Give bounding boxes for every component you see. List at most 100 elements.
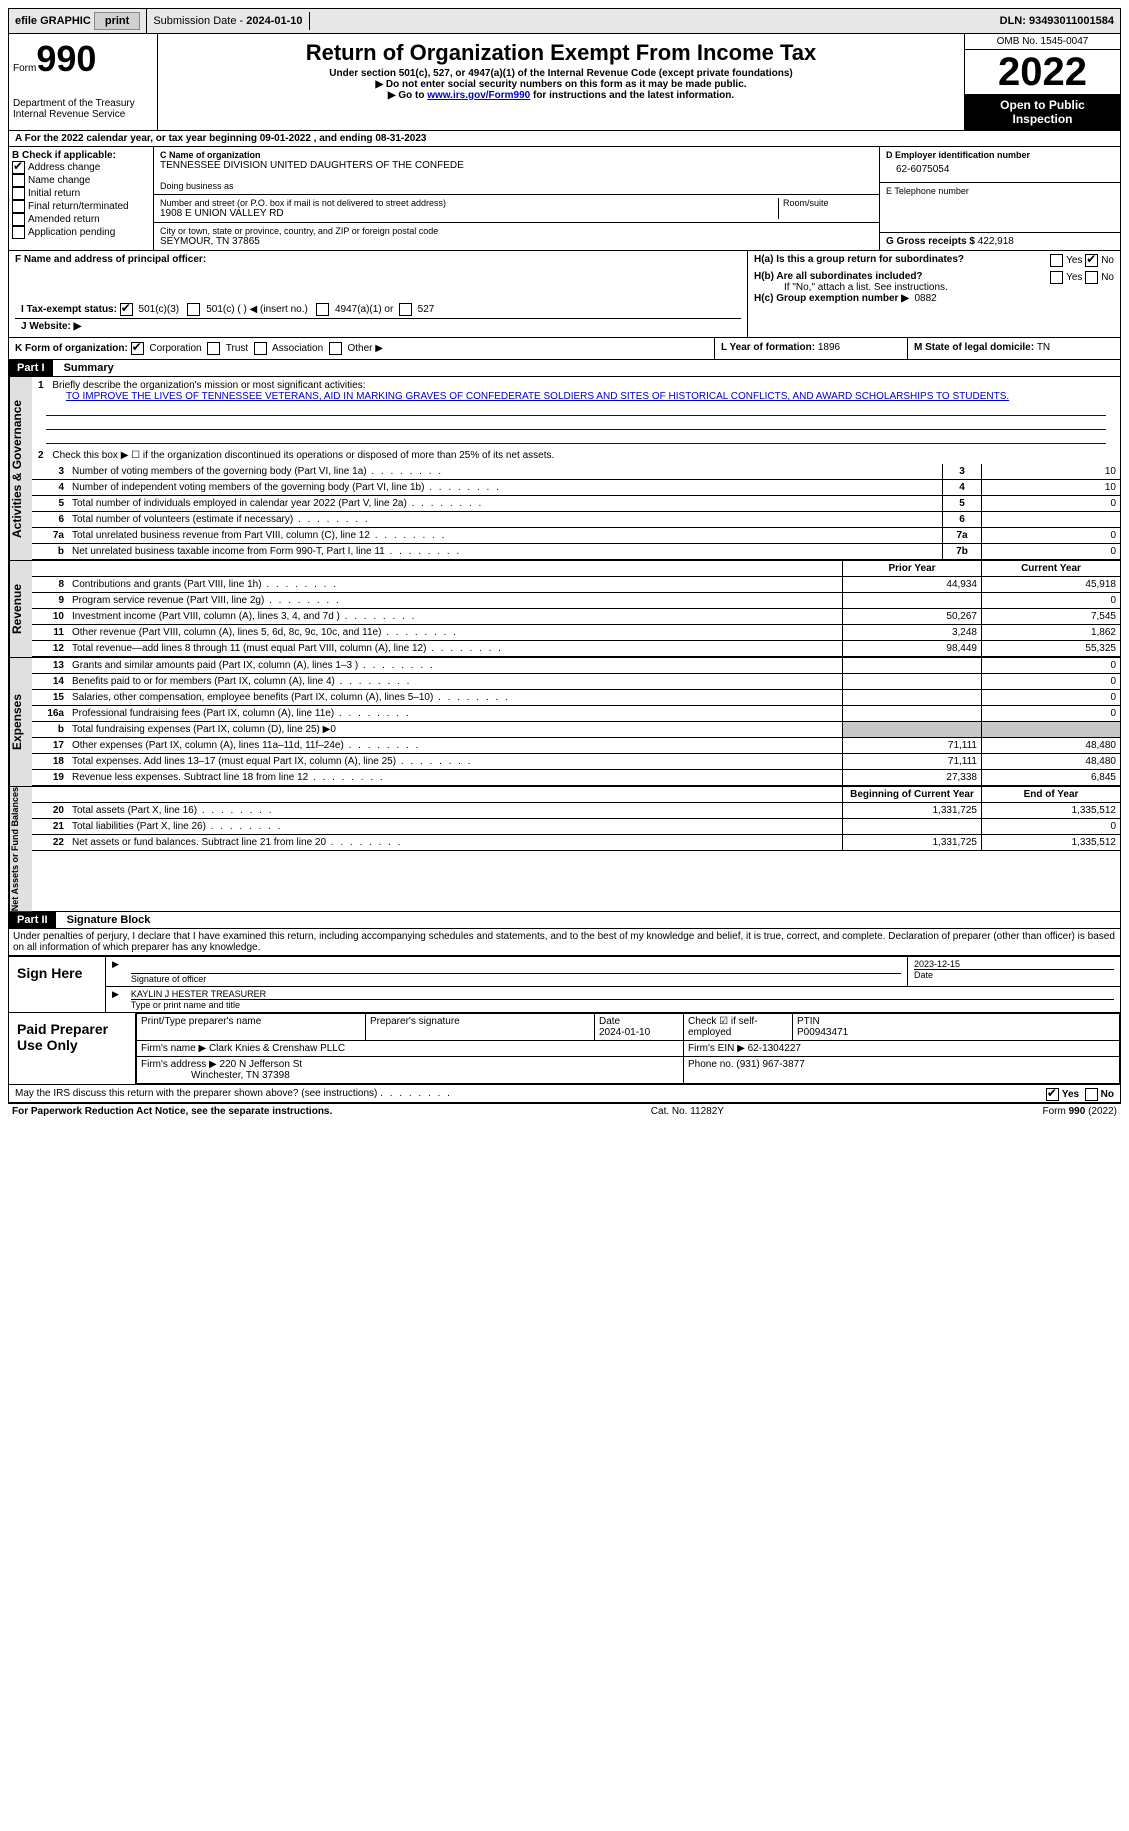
line-value: 0 — [982, 544, 1121, 560]
line-prior: 71,111 — [843, 754, 982, 770]
line-prior — [843, 593, 982, 609]
chk-assoc[interactable] — [254, 342, 267, 355]
taxyear-row: A For the 2022 calendar year, or tax yea… — [8, 131, 1121, 147]
m-value: TN — [1037, 342, 1050, 353]
sig-date-label: Date — [914, 969, 1114, 980]
lbl-amended: Amended return — [28, 214, 100, 225]
lbl-4947: 4947(a)(1) or — [335, 304, 393, 315]
line-text: Revenue less expenses. Subtract line 18 … — [68, 770, 843, 786]
line-current: 7,545 — [982, 609, 1121, 625]
chk-final-return[interactable] — [12, 200, 25, 213]
f-label: F Name and address of principal officer: — [15, 254, 741, 265]
line-text: Total liabilities (Part X, line 26) — [68, 819, 843, 835]
omb-number: OMB No. 1545-0047 — [965, 34, 1120, 50]
i-label: I Tax-exempt status: — [21, 304, 117, 315]
line-text: Total number of individuals employed in … — [68, 496, 943, 512]
line-num: 19 — [32, 770, 68, 786]
chk-discuss-no[interactable] — [1085, 1088, 1098, 1101]
line-value: 10 — [982, 480, 1121, 496]
line-num: 22 — [32, 835, 68, 851]
lbl-527: 527 — [418, 304, 435, 315]
chk-4947[interactable] — [316, 303, 329, 316]
chk-527[interactable] — [399, 303, 412, 316]
org-id-section: B Check if applicable: Address change Na… — [8, 147, 1121, 251]
line-text: Other revenue (Part VIII, column (A), li… — [68, 625, 843, 641]
line-num: b — [32, 722, 68, 738]
dln-label: DLN: — [1000, 15, 1029, 27]
chk-ha-yes[interactable] — [1050, 254, 1063, 267]
prep-h3-label: Date — [599, 1016, 620, 1027]
line-text: Program service revenue (Part VIII, line… — [68, 593, 843, 609]
line-num: 4 — [32, 480, 68, 496]
footer-left: For Paperwork Reduction Act Notice, see … — [12, 1106, 332, 1117]
line-num: 8 — [32, 577, 68, 593]
line-text: Total assets (Part X, line 16) — [68, 803, 843, 819]
line-text: Salaries, other compensation, employee b… — [68, 690, 843, 706]
chk-501c[interactable] — [187, 303, 200, 316]
firm-label: Firm's name ▶ — [141, 1043, 209, 1054]
chk-ha-no[interactable] — [1085, 254, 1098, 267]
firm-ein-label: Firm's EIN ▶ — [688, 1043, 748, 1054]
sub-date-label: Submission Date - — [153, 15, 246, 27]
line-prior: 44,934 — [843, 577, 982, 593]
hc-label: H(c) Group exemption number ▶ — [754, 293, 909, 304]
lbl-501c: 501(c) ( ) ◀ (insert no.) — [206, 304, 308, 315]
prep-date: 2024-01-10 — [599, 1027, 650, 1038]
line-text: Total unrelated business revenue from Pa… — [68, 528, 943, 544]
preparer-label: Paid Preparer Use Only — [9, 1013, 136, 1084]
line-text: Total number of volunteers (estimate if … — [68, 512, 943, 528]
subtitle-1: Under section 501(c), 527, or 4947(a)(1)… — [162, 68, 960, 79]
city-label: City or town, state or province, country… — [160, 226, 873, 236]
chk-501c3[interactable] — [120, 303, 133, 316]
form-header: Form990 Department of the Treasury Inter… — [8, 34, 1121, 131]
line-current: 1,335,512 — [982, 835, 1121, 851]
line-current: 48,480 — [982, 754, 1121, 770]
chk-hb-no[interactable] — [1085, 271, 1098, 284]
ha-label: H(a) Is this a group return for subordin… — [754, 254, 964, 265]
j-website: J Website: ▶ — [15, 318, 741, 334]
sign-block: Sign Here ▶ Signature of officer 2023-12… — [8, 955, 1121, 1013]
chk-corp[interactable] — [131, 342, 144, 355]
chk-amended[interactable] — [12, 213, 25, 226]
line-num: 20 — [32, 803, 68, 819]
q2-label: Check this box ▶ ☐ if the organization d… — [52, 450, 554, 461]
line-current: 1,862 — [982, 625, 1121, 641]
chk-discuss-yes[interactable] — [1046, 1088, 1059, 1101]
line-prior: 3,248 — [843, 625, 982, 641]
line-text: Investment income (Part VIII, column (A)… — [68, 609, 843, 625]
q1-label: Briefly describe the organization's miss… — [52, 380, 365, 391]
line-prior: 98,449 — [843, 641, 982, 657]
public-1: Open to Public — [1000, 98, 1085, 112]
gross-value: 422,918 — [978, 236, 1014, 247]
chk-hb-yes[interactable] — [1050, 271, 1063, 284]
firm-addr1: 220 N Jefferson St — [220, 1059, 303, 1070]
chk-name-change[interactable] — [12, 174, 25, 187]
sign-here-label: Sign Here — [9, 957, 106, 1012]
line-num: 10 — [32, 609, 68, 625]
form990-link[interactable]: www.irs.gov/Form990 — [427, 90, 530, 101]
line-text: Contributions and grants (Part VIII, lin… — [68, 577, 843, 593]
ein-label: D Employer identification number — [886, 150, 1114, 160]
l-label: L Year of formation: — [721, 342, 818, 353]
chk-initial-return[interactable] — [12, 187, 25, 200]
chk-other[interactable] — [329, 342, 342, 355]
print-button[interactable]: print — [94, 12, 140, 30]
chk-address-change[interactable] — [12, 161, 25, 174]
lbl-app-pending: Application pending — [28, 227, 115, 238]
chk-app-pending[interactable] — [12, 226, 25, 239]
line-text: Grants and similar amounts paid (Part IX… — [68, 658, 843, 674]
prep-ptin-label: PTIN — [797, 1016, 820, 1027]
prep-h1: Print/Type preparer's name — [141, 1016, 261, 1027]
line-num: 9 — [32, 593, 68, 609]
penalty-text: Under penalties of perjury, I declare th… — [8, 929, 1121, 955]
l-value: 1896 — [818, 342, 840, 353]
tax-year: 2022 — [965, 50, 1120, 94]
chk-trust[interactable] — [207, 342, 220, 355]
goto-post: for instructions and the latest informat… — [530, 90, 734, 101]
sig-name: KAYLIN J HESTER TREASURER — [131, 989, 1114, 999]
ein-value: 62-6075054 — [886, 160, 1114, 179]
line-text: Net assets or fund balances. Subtract li… — [68, 835, 843, 851]
line-current: 45,918 — [982, 577, 1121, 593]
line-box: 6 — [943, 512, 982, 528]
prep-h2: Preparer's signature — [370, 1016, 460, 1027]
